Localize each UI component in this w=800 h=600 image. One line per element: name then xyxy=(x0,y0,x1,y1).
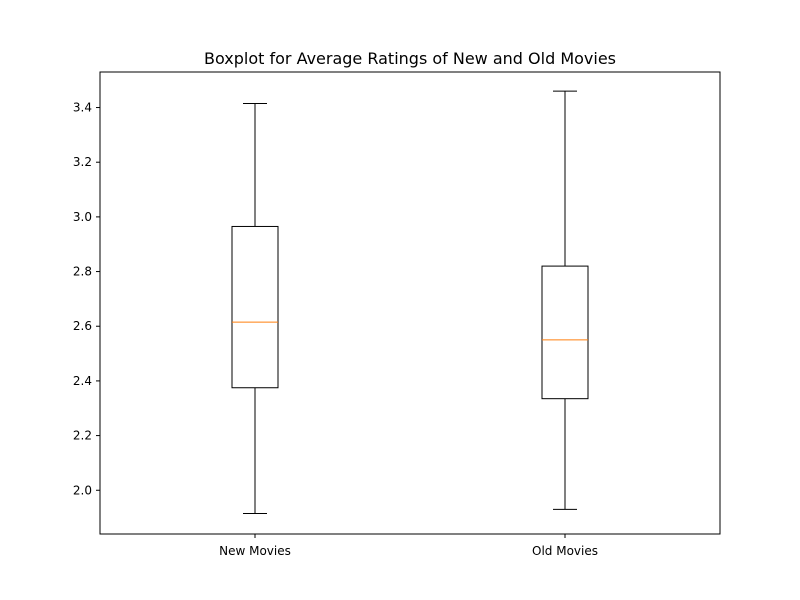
y-tick-label: 3.2 xyxy=(73,155,92,169)
chart-title: Boxplot for Average Ratings of New and O… xyxy=(204,49,616,68)
x-tick-label: New Movies xyxy=(219,544,291,558)
y-tick-label: 2.4 xyxy=(73,374,92,388)
y-tick-label: 2.8 xyxy=(73,265,92,279)
box-iqr xyxy=(541,265,589,400)
plot-frame xyxy=(99,71,721,535)
plot-layer: 2.0 2.2 2.4 2.6 2.8 3.0 3.2 3.4 New Movies Old Mo… xyxy=(73,90,598,558)
y-tick-label: 2.2 xyxy=(73,429,92,443)
y-tick-label: 3.4 xyxy=(73,101,92,115)
y-tick-label: 3.0 xyxy=(73,210,92,224)
y-tick-label: 2.6 xyxy=(73,319,92,333)
y-tick-label: 2.0 xyxy=(73,483,92,497)
x-tick-label: Old Movies xyxy=(532,544,598,558)
box-iqr xyxy=(231,225,279,389)
